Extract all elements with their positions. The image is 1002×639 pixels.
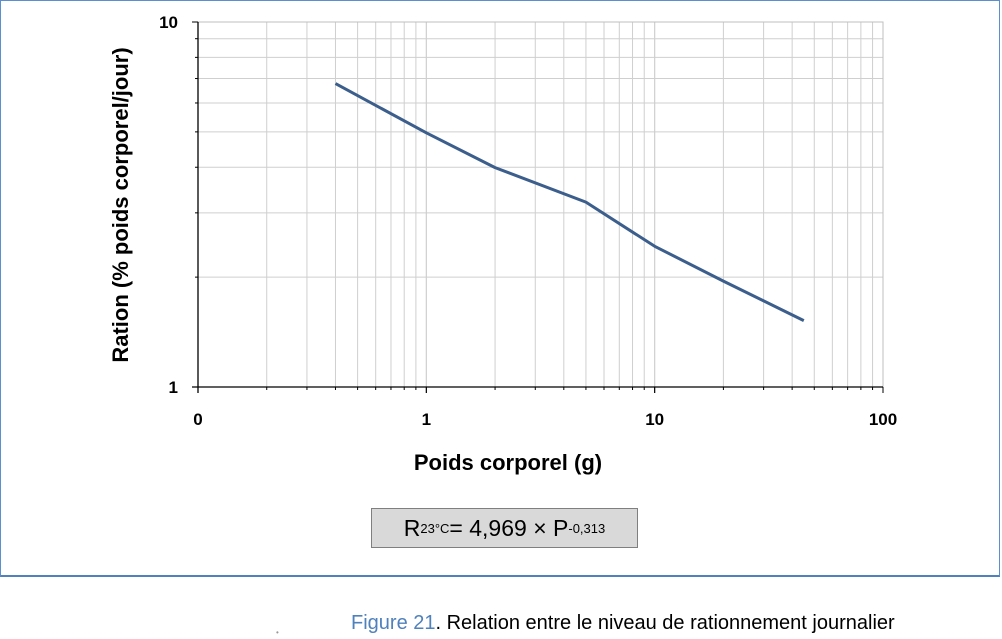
- x-tick-label: 10: [645, 410, 664, 429]
- equation-box: R 23°C = 4,969 × P -0,313: [371, 508, 638, 548]
- series-line: [334, 82, 805, 322]
- plot-area-border: [192, 21, 884, 393]
- y-tick-label: 1: [169, 378, 178, 397]
- data-series: [334, 82, 805, 322]
- grid-lines: [198, 22, 883, 387]
- y-tick-label: 10: [159, 13, 178, 32]
- x-axis-title: Poids corporel (g): [414, 450, 602, 475]
- plot-border: [197, 21, 884, 388]
- figure-caption: Figure 21. Relation entre le niveau de r…: [351, 612, 895, 635]
- equation-exponent: -0,313: [568, 520, 606, 536]
- equation-base: R: [403, 514, 421, 541]
- equation-middle: = 4,969 × P: [449, 514, 569, 541]
- y-axis-title: Ration (% poids corporel/jour): [108, 47, 133, 362]
- x-tick-label: 100: [869, 410, 897, 429]
- caption-number: Figure 21: [351, 612, 436, 634]
- caption-text: . Relation entre le niveau de rationneme…: [435, 612, 895, 634]
- x-tick-label: 1: [422, 410, 431, 429]
- equation-subscript: 23°C: [420, 520, 450, 536]
- caption-mark: •: [276, 628, 279, 637]
- chart-frame: [0, 0, 1000, 577]
- x-tick-label: 0: [193, 410, 202, 429]
